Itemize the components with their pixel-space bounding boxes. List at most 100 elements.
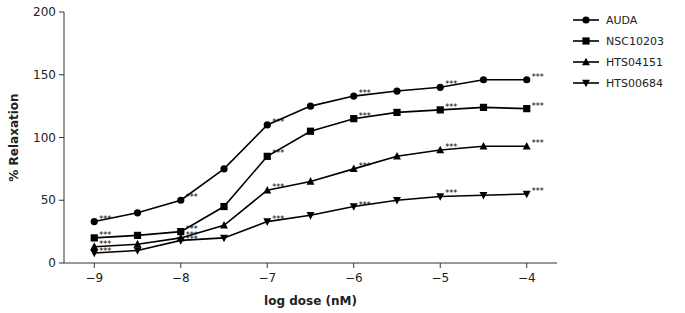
series-marker xyxy=(393,87,400,94)
annotation: *** xyxy=(532,73,544,82)
annotation: *** xyxy=(272,149,284,158)
annotation: *** xyxy=(445,189,457,198)
annotation: *** xyxy=(99,247,111,256)
y-tick-label: 0 xyxy=(48,256,56,270)
series-marker xyxy=(91,234,98,241)
series-marker xyxy=(264,121,271,128)
series-marker xyxy=(480,104,487,111)
y-axis-label: % Relaxation xyxy=(7,93,21,181)
series-marker xyxy=(307,128,314,135)
y-tick xyxy=(59,137,64,138)
x-tick xyxy=(353,263,354,268)
x-tick-label: −5 xyxy=(431,271,449,285)
series-marker xyxy=(220,165,227,172)
annotation: *** xyxy=(272,118,284,127)
series-line xyxy=(94,80,526,222)
series-line xyxy=(94,194,526,253)
annotation: *** xyxy=(532,187,544,196)
legend-label: AUDA xyxy=(606,14,638,27)
series-marker xyxy=(307,103,314,110)
annotation: *** xyxy=(445,143,457,152)
legend-label: HTS00684 xyxy=(606,77,663,90)
x-tick xyxy=(94,263,95,268)
series-marker xyxy=(480,142,488,150)
series-marker xyxy=(523,76,530,83)
series-marker xyxy=(263,218,271,226)
series-marker xyxy=(480,192,488,200)
x-tick-label: −6 xyxy=(345,271,363,285)
series-marker xyxy=(437,84,444,91)
annotation: *** xyxy=(99,231,111,240)
x-tick xyxy=(267,263,268,268)
x-tick xyxy=(526,263,527,268)
legend: AUDA NSC10203 HTS04151 HTS00684 xyxy=(573,14,664,90)
series-marker xyxy=(350,92,357,99)
series-marker xyxy=(393,152,401,160)
annotation: *** xyxy=(272,183,284,192)
legend-marker xyxy=(582,16,589,23)
series-marker xyxy=(177,237,185,245)
annotation: *** xyxy=(359,162,371,171)
x-tick xyxy=(440,263,441,268)
annotation: *** xyxy=(532,102,544,111)
series-marker xyxy=(134,247,142,255)
x-tick-label: −7 xyxy=(258,271,276,285)
series-marker xyxy=(307,212,315,220)
annotation: *** xyxy=(359,89,371,98)
series-marker xyxy=(91,218,98,225)
series-line xyxy=(94,107,526,238)
x-axis-label: log dose (nM) xyxy=(264,294,357,308)
annotation: *** xyxy=(359,201,371,210)
series-marker xyxy=(436,146,444,154)
series-marker xyxy=(220,235,228,243)
annotation: *** xyxy=(186,193,198,202)
series-marker xyxy=(220,203,227,210)
annotation: *** xyxy=(532,139,544,148)
x-tick-label: −8 xyxy=(172,271,190,285)
y-tick-label: 50 xyxy=(41,193,56,207)
y-tick xyxy=(59,263,64,264)
x-tick-label: −4 xyxy=(518,271,536,285)
y-tick-label: 100 xyxy=(33,131,56,145)
annotation: *** xyxy=(99,215,111,224)
y-tick-label: 150 xyxy=(33,68,56,82)
series-marker xyxy=(436,193,444,201)
y-tick xyxy=(59,200,64,201)
series-marker xyxy=(437,106,444,113)
y-tick xyxy=(59,74,64,75)
series-marker xyxy=(350,203,358,211)
annotation: *** xyxy=(359,112,371,121)
series-marker xyxy=(134,240,142,248)
series-marker xyxy=(393,109,400,116)
annotation: *** xyxy=(186,235,198,244)
legend-marker xyxy=(582,58,590,66)
series-marker xyxy=(90,250,98,258)
series-marker xyxy=(523,191,531,199)
legend-label: HTS04151 xyxy=(606,56,663,69)
plot-area xyxy=(90,76,530,257)
annotation: *** xyxy=(445,80,457,89)
series-marker xyxy=(90,242,98,250)
y-tick-label: 200 xyxy=(33,5,56,19)
x-tick xyxy=(180,263,181,268)
series-marker xyxy=(393,197,401,205)
series-marker xyxy=(523,142,531,150)
series-marker xyxy=(134,232,141,239)
legend-label: NSC10203 xyxy=(606,35,664,48)
series-marker xyxy=(350,165,358,173)
series-marker xyxy=(523,105,530,112)
series-marker xyxy=(177,197,184,204)
series-marker xyxy=(480,76,487,83)
annotation: *** xyxy=(272,215,284,224)
x-tick-label: −9 xyxy=(85,271,103,285)
series-marker xyxy=(264,153,271,160)
chart: −9 −8 −7 −6 −5 −4 0 50 100 150 200 log dose (nM) % R… xyxy=(0,0,685,313)
series-marker xyxy=(307,177,315,185)
series-marker xyxy=(134,209,141,216)
series-marker xyxy=(350,115,357,122)
legend-marker xyxy=(582,80,590,88)
annotation: *** xyxy=(445,103,457,112)
x-axis-line xyxy=(64,263,557,264)
series-marker xyxy=(220,221,228,229)
y-tick xyxy=(59,12,64,13)
